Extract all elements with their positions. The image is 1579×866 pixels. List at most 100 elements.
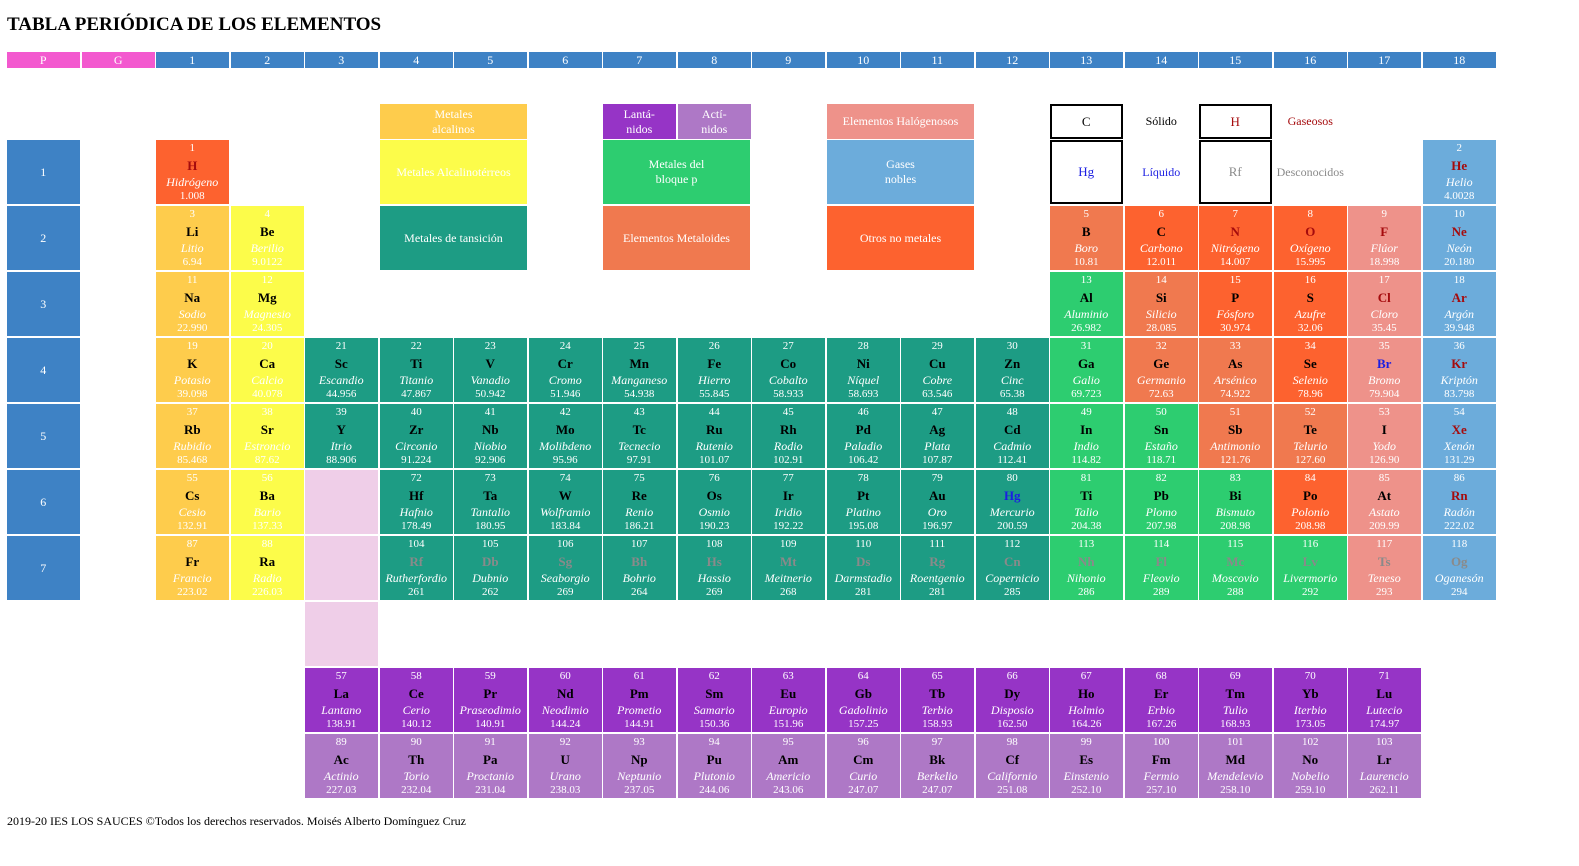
element-cell-cr[interactable]: 24 Cr Cromo 51.946 bbox=[529, 338, 602, 402]
element-cell-md[interactable]: 101 Md Mendelevio 258.10 bbox=[1199, 734, 1272, 798]
element-cell-pa[interactable]: 91 Pa Proctanio 231.04 bbox=[454, 734, 527, 798]
element-cell-ne[interactable]: 10 Ne Neón 20.180 bbox=[1423, 206, 1496, 270]
element-cell-sc[interactable]: 21 Sc Escandio 44.956 bbox=[305, 338, 378, 402]
element-cell-nh[interactable]: 113 Nh Nihonio 286 bbox=[1050, 536, 1123, 600]
element-cell-zr[interactable]: 40 Zr Circonio 91.224 bbox=[380, 404, 453, 468]
element-cell-nd[interactable]: 60 Nd Neodimio 144.24 bbox=[529, 668, 602, 732]
element-cell-as[interactable]: 33 As Arsénico 74.922 bbox=[1199, 338, 1272, 402]
element-cell-rb[interactable]: 37 Rb Rubidio 85.468 bbox=[156, 404, 229, 468]
element-cell-bh[interactable]: 107 Bh Bohrio 264 bbox=[603, 536, 676, 600]
element-cell-tm[interactable]: 69 Tm Tulio 168.93 bbox=[1199, 668, 1272, 732]
element-cell-u[interactable]: 92 U Urano 238.03 bbox=[529, 734, 602, 798]
element-cell-in[interactable]: 49 In Indio 114.82 bbox=[1050, 404, 1123, 468]
element-cell-ir[interactable]: 77 Ir Iridio 192.22 bbox=[752, 470, 825, 534]
element-cell-ac[interactable]: 89 Ac Actinio 227.03 bbox=[305, 734, 378, 798]
element-cell-at[interactable]: 85 At Astato 209.99 bbox=[1348, 470, 1421, 534]
element-cell-no[interactable]: 102 No Nobelio 259.10 bbox=[1274, 734, 1347, 798]
element-cell-y[interactable]: 39 Y Itrio 88.906 bbox=[305, 404, 378, 468]
element-cell-i[interactable]: 53 I Yodo 126.90 bbox=[1348, 404, 1421, 468]
element-cell-li[interactable]: 3 Li Litio 6.94 bbox=[156, 206, 229, 270]
element-cell-cf[interactable]: 98 Cf Californio 251.08 bbox=[976, 734, 1049, 798]
element-cell-ds[interactable]: 110 Ds Darmstadio 281 bbox=[827, 536, 900, 600]
element-cell-yb[interactable]: 70 Yb Iterbio 173.05 bbox=[1274, 668, 1347, 732]
element-cell-ru[interactable]: 44 Ru Rutenio 101.07 bbox=[678, 404, 751, 468]
element-cell-ga[interactable]: 31 Ga Galio 69.723 bbox=[1050, 338, 1123, 402]
element-cell-sg[interactable]: 106 Sg Seaborgio 269 bbox=[529, 536, 602, 600]
element-cell-db[interactable]: 105 Db Dubnio 262 bbox=[454, 536, 527, 600]
element-cell-xe[interactable]: 54 Xe Xenón 131.29 bbox=[1423, 404, 1496, 468]
element-cell-rf[interactable]: 104 Rf Rutherfordio 261 bbox=[380, 536, 453, 600]
element-cell-cn[interactable]: 112 Cn Copernicio 285 bbox=[976, 536, 1049, 600]
element-cell-tc[interactable]: 43 Tc Tecnecio 97.91 bbox=[603, 404, 676, 468]
element-cell-fe[interactable]: 26 Fe Hierro 55.845 bbox=[678, 338, 751, 402]
element-cell-ce[interactable]: 58 Ce Cerio 140.12 bbox=[380, 668, 453, 732]
element-cell-cm[interactable]: 96 Cm Curio 247.07 bbox=[827, 734, 900, 798]
element-cell-lr[interactable]: 103 Lr Laurencio 262.11 bbox=[1348, 734, 1421, 798]
element-cell-pb[interactable]: 82 Pb Plomo 207.98 bbox=[1125, 470, 1198, 534]
element-cell-cl[interactable]: 17 Cl Cloro 35.45 bbox=[1348, 272, 1421, 336]
element-cell-sn[interactable]: 50 Sn Estaño 118.71 bbox=[1125, 404, 1198, 468]
element-cell-ta[interactable]: 73 Ta Tantalio 180.95 bbox=[454, 470, 527, 534]
element-cell-pd[interactable]: 46 Pd Paladio 106.42 bbox=[827, 404, 900, 468]
element-cell-ag[interactable]: 47 Ag Plata 107.87 bbox=[901, 404, 974, 468]
element-cell-eu[interactable]: 63 Eu Europio 151.96 bbox=[752, 668, 825, 732]
element-cell-cs[interactable]: 55 Cs Cesio 132.91 bbox=[156, 470, 229, 534]
element-cell-ts[interactable]: 117 Ts Teneso 293 bbox=[1348, 536, 1421, 600]
element-cell-os[interactable]: 76 Os Osmio 190.23 bbox=[678, 470, 751, 534]
element-cell-np[interactable]: 93 Np Neptunio 237.05 bbox=[603, 734, 676, 798]
element-cell-mg[interactable]: 12 Mg Magnesio 24.305 bbox=[231, 272, 304, 336]
element-cell-v[interactable]: 23 V Vanadio 50.942 bbox=[454, 338, 527, 402]
element-cell-co[interactable]: 27 Co Cobalto 58.933 bbox=[752, 338, 825, 402]
element-cell-og[interactable]: 118 Og Oganesón 294 bbox=[1423, 536, 1496, 600]
element-cell-si[interactable]: 14 Si Silicio 28.085 bbox=[1125, 272, 1198, 336]
element-cell-lv[interactable]: 116 Lv Livermorio 292 bbox=[1274, 536, 1347, 600]
element-cell-lu[interactable]: 71 Lu Lutecio 174.97 bbox=[1348, 668, 1421, 732]
element-cell-ti[interactable]: 22 Ti Titanio 47.867 bbox=[380, 338, 453, 402]
element-cell-mc[interactable]: 115 Mc Moscovio 288 bbox=[1199, 536, 1272, 600]
element-cell-rg[interactable]: 111 Rg Roentgenio 281 bbox=[901, 536, 974, 600]
element-cell-pt[interactable]: 78 Pt Platino 195.08 bbox=[827, 470, 900, 534]
element-cell-ge[interactable]: 32 Ge Germanio 72.63 bbox=[1125, 338, 1198, 402]
element-cell-ho[interactable]: 67 Ho Holmio 164.26 bbox=[1050, 668, 1123, 732]
element-cell-mt[interactable]: 109 Mt Meitnerio 268 bbox=[752, 536, 825, 600]
element-cell-te[interactable]: 52 Te Telurio 127.60 bbox=[1274, 404, 1347, 468]
element-cell-la[interactable]: 57 La Lantano 138.91 bbox=[305, 668, 378, 732]
element-cell-be[interactable]: 4 Be Berilio 9.0122 bbox=[231, 206, 304, 270]
element-cell-au[interactable]: 79 Au Oro 196.97 bbox=[901, 470, 974, 534]
element-cell-rn[interactable]: 86 Rn Radón 222.02 bbox=[1423, 470, 1496, 534]
element-cell-b[interactable]: 5 B Boro 10.81 bbox=[1050, 206, 1123, 270]
element-cell-dy[interactable]: 66 Dy Disposio 162.50 bbox=[976, 668, 1049, 732]
element-cell-mo[interactable]: 42 Mo Molibdeno 95.96 bbox=[529, 404, 602, 468]
element-cell-ca[interactable]: 20 Ca Calcio 40.078 bbox=[231, 338, 304, 402]
element-cell-pr[interactable]: 59 Pr Praseodimio 140.91 bbox=[454, 668, 527, 732]
element-cell-th[interactable]: 90 Th Torio 232.04 bbox=[380, 734, 453, 798]
element-cell-tb[interactable]: 65 Tb Terbio 158.93 bbox=[901, 668, 974, 732]
element-cell-p[interactable]: 15 P Fósforo 30.974 bbox=[1199, 272, 1272, 336]
element-cell-kr[interactable]: 36 Kr Kriptón 83.798 bbox=[1423, 338, 1496, 402]
element-cell-am[interactable]: 95 Am Americio 243.06 bbox=[752, 734, 825, 798]
element-cell-sm[interactable]: 62 Sm Samario 150.36 bbox=[678, 668, 751, 732]
element-cell-na[interactable]: 11 Na Sodio 22.990 bbox=[156, 272, 229, 336]
element-cell-re[interactable]: 75 Re Renio 186.21 bbox=[603, 470, 676, 534]
element-cell-nb[interactable]: 41 Nb Niobio 92.906 bbox=[454, 404, 527, 468]
element-cell-he[interactable]: 2 He Helio 4.0028 bbox=[1423, 140, 1496, 204]
element-cell-hf[interactable]: 72 Hf Hafnio 178.49 bbox=[380, 470, 453, 534]
element-cell-bi[interactable]: 83 Bi Bismuto 208.98 bbox=[1199, 470, 1272, 534]
element-cell-al[interactable]: 13 Al Aluminio 26.982 bbox=[1050, 272, 1123, 336]
element-cell-ba[interactable]: 56 Ba Bario 137.33 bbox=[231, 470, 304, 534]
element-cell-mn[interactable]: 25 Mn Manganeso 54.938 bbox=[603, 338, 676, 402]
element-cell-ti[interactable]: 81 Ti Talio 204.38 bbox=[1050, 470, 1123, 534]
element-cell-fm[interactable]: 100 Fm Fermio 257.10 bbox=[1125, 734, 1198, 798]
element-cell-br[interactable]: 35 Br Bromo 79.904 bbox=[1348, 338, 1421, 402]
element-cell-rh[interactable]: 45 Rh Rodio 102.91 bbox=[752, 404, 825, 468]
element-cell-cu[interactable]: 29 Cu Cobre 63.546 bbox=[901, 338, 974, 402]
element-cell-er[interactable]: 68 Er Erbio 167.26 bbox=[1125, 668, 1198, 732]
element-cell-sr[interactable]: 38 Sr Estroncio 87.62 bbox=[231, 404, 304, 468]
element-cell-fl[interactable]: 114 Fl Fleovio 289 bbox=[1125, 536, 1198, 600]
element-cell-fr[interactable]: 87 Fr Francio 223.02 bbox=[156, 536, 229, 600]
element-cell-o[interactable]: 8 O Oxígeno 15.995 bbox=[1274, 206, 1347, 270]
element-cell-hs[interactable]: 108 Hs Hassio 269 bbox=[678, 536, 751, 600]
element-cell-po[interactable]: 84 Po Polonio 208.98 bbox=[1274, 470, 1347, 534]
element-cell-c[interactable]: 6 C Carbono 12.011 bbox=[1125, 206, 1198, 270]
element-cell-n[interactable]: 7 N Nitrógeno 14.007 bbox=[1199, 206, 1272, 270]
